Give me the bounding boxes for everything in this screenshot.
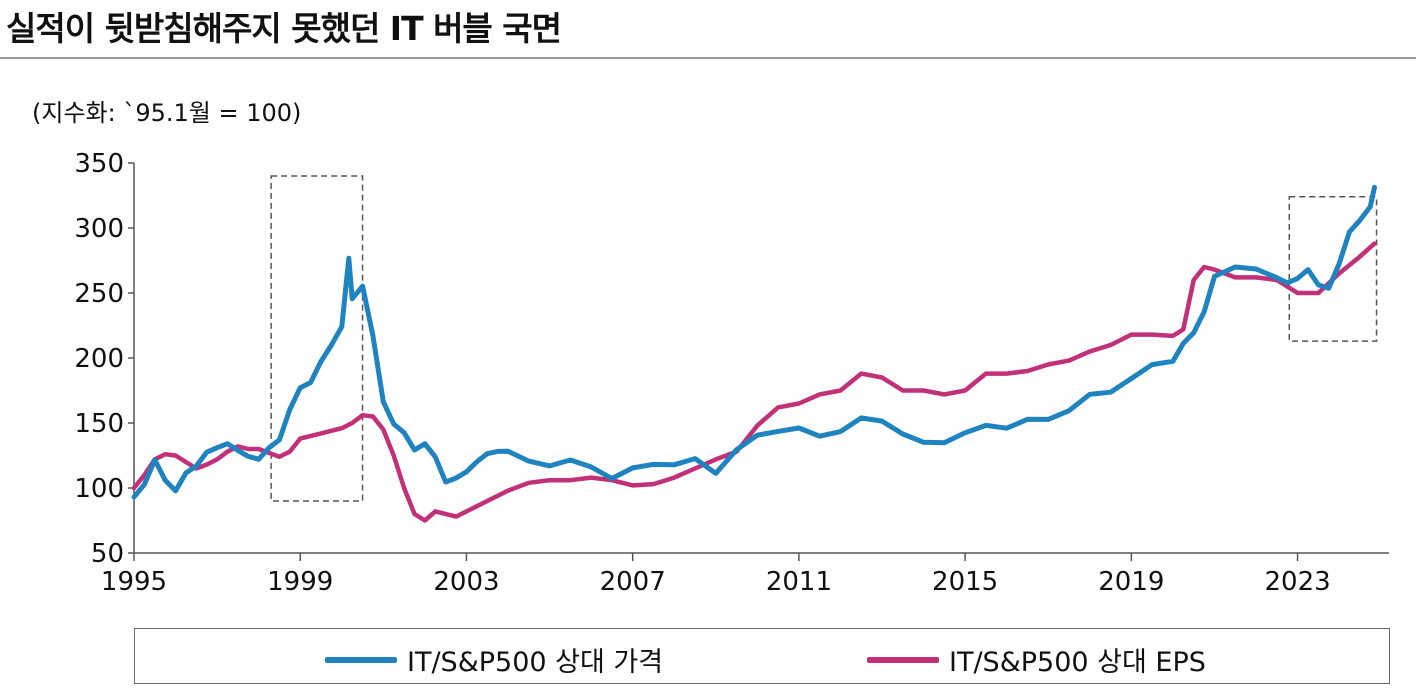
x-tick-label: 2023 bbox=[1264, 567, 1330, 597]
title-divider bbox=[0, 57, 1416, 59]
x-tick-label: 2011 bbox=[766, 567, 832, 597]
legend-label-eps: IT/S&P500 상대 EPS bbox=[949, 647, 1206, 678]
legend-label-price: IT/S&P500 상대 가격 bbox=[407, 647, 664, 678]
x-tick-label: 1999 bbox=[267, 567, 333, 597]
y-tick-label: 300 bbox=[74, 214, 124, 244]
x-tick-label: 2015 bbox=[932, 567, 998, 597]
x-tick-label: 1995 bbox=[101, 567, 167, 597]
series-line-price bbox=[131, 184, 1377, 500]
y-tick-label: 50 bbox=[91, 539, 124, 569]
x-tick-label: 2003 bbox=[433, 567, 499, 597]
y-tick-label: 200 bbox=[74, 344, 124, 374]
y-tick-label: 250 bbox=[74, 279, 124, 309]
legend-item-price: IT/S&P500 상대 가격 bbox=[325, 640, 663, 679]
x-tick-label: 2007 bbox=[600, 567, 666, 597]
y-tick-label: 350 bbox=[74, 149, 124, 179]
highlight-box-2 bbox=[1288, 196, 1378, 342]
x-tick-label: 2019 bbox=[1098, 567, 1164, 597]
legend-swatch-eps bbox=[867, 656, 939, 663]
series-line-eps bbox=[131, 241, 1377, 523]
legend-swatch-price bbox=[325, 656, 397, 663]
y-axis-unit-label: (지수화: `95.1월 = 100) bbox=[32, 99, 302, 127]
chart-legend: IT/S&P500 상대 가격 IT/S&P500 상대 EPS bbox=[134, 628, 1390, 684]
chart-title: 실적이 뒷받침해주지 못했던 IT 버블 국면 bbox=[6, 9, 562, 48]
highlight-box-1 bbox=[270, 175, 364, 502]
legend-item-eps: IT/S&P500 상대 EPS bbox=[867, 640, 1206, 679]
y-tick-label: 100 bbox=[74, 474, 124, 504]
y-tick-label: 150 bbox=[74, 409, 124, 439]
line-chart: 50 100 150 200 250 300 350 1995 1999 2003 2007 2011… bbox=[74, 149, 1389, 597]
